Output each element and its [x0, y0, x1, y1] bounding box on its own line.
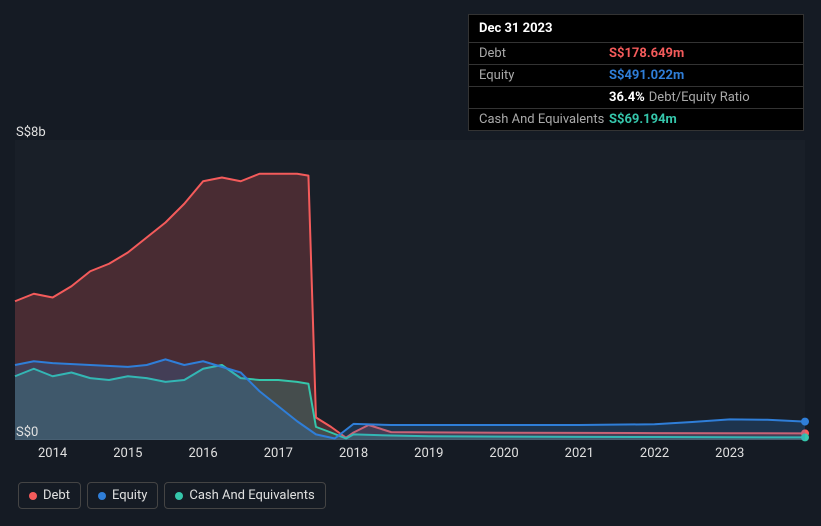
x-axis-label: 2017 [264, 446, 293, 461]
tooltip-row-suffix: Debt/Equity Ratio [649, 90, 750, 105]
x-axis-label: 2022 [640, 446, 669, 461]
legend-dot-icon [175, 492, 183, 500]
tooltip-row-value: S$491.022m [609, 68, 684, 83]
tooltip-row-label: Cash And Equivalents [479, 112, 609, 127]
x-axis-label: 2021 [565, 446, 594, 461]
y-axis-label: S$8b [16, 125, 46, 140]
tooltip-row-value: S$69.194m [609, 112, 677, 127]
legend: Debt Equity Cash And Equivalents [18, 482, 326, 509]
legend-item-label: Equity [112, 488, 147, 503]
legend-item-debt[interactable]: Debt [18, 482, 81, 509]
x-axis-label: 2018 [339, 446, 368, 461]
x-axis-label: 2020 [489, 446, 518, 461]
legend-item-label: Cash And Equivalents [189, 488, 314, 503]
legend-dot-icon [98, 492, 106, 500]
x-axis-label: 2019 [414, 446, 443, 461]
tooltip-row-label: Equity [479, 68, 609, 83]
series-marker-equity [801, 418, 809, 426]
tooltip-row: EquityS$491.022m [469, 64, 803, 86]
x-axis-label: 2015 [113, 446, 142, 461]
x-axis-label: 2016 [188, 446, 217, 461]
tooltip-row-value: S$178.649m [609, 46, 684, 61]
chart-tooltip: Dec 31 2023 DebtS$178.649mEquityS$491.02… [468, 14, 804, 131]
tooltip-row-value: 36.4%Debt/Equity Ratio [609, 90, 750, 105]
tooltip-row: DebtS$178.649m [469, 42, 803, 64]
tooltip-row-label [479, 90, 609, 105]
legend-item-cash[interactable]: Cash And Equivalents [164, 482, 325, 509]
tooltip-row-label: Debt [479, 46, 609, 61]
legend-item-equity[interactable]: Equity [87, 482, 158, 509]
tooltip-row: 36.4%Debt/Equity Ratio [469, 86, 803, 108]
legend-dot-icon [29, 492, 37, 500]
series-area-equity [15, 359, 805, 440]
x-axis-label: 2023 [715, 446, 744, 461]
tooltip-header: Dec 31 2023 [469, 15, 803, 42]
legend-item-label: Debt [43, 488, 70, 503]
x-axis-label: 2014 [38, 446, 67, 461]
y-axis-label: S$0 [16, 425, 38, 440]
tooltip-row: Cash And EquivalentsS$69.194m [469, 108, 803, 130]
